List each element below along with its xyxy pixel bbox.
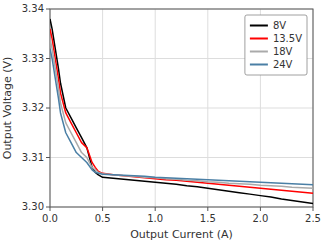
tick-label: 1.0: [147, 213, 163, 224]
legend-label: 18V: [273, 46, 293, 57]
chart: 3.30 3.31 3.32 3.33 3.34 0.0 0.5 1.0 1.5 2.0 2.5 Ou…: [0, 0, 325, 243]
legend: 8V 13.5V 18V 24V: [245, 15, 307, 75]
tick-label: 3.32: [22, 102, 44, 113]
plot-frame: [50, 9, 313, 207]
tick-label: 1.5: [200, 213, 216, 224]
legend-box: [245, 15, 307, 75]
tick-label: 3.31: [22, 152, 44, 163]
series-line: [50, 49, 313, 185]
tick-mark: [102, 207, 103, 211]
tick-mark: [46, 58, 50, 59]
tick-mark: [46, 9, 50, 10]
tick-mark: [313, 207, 314, 211]
legend-swatch: [250, 25, 268, 27]
legend-swatch: [250, 64, 268, 66]
grid-line: [207, 9, 208, 207]
tick-label: 3.34: [22, 3, 44, 14]
tick-mark: [50, 207, 51, 211]
axes: 3.30 3.31 3.32 3.33 3.34 0.0 0.5 1.0 1.5 2.0 2.5: [22, 3, 321, 224]
tick-mark: [46, 207, 50, 208]
legend-label: 8V: [273, 20, 286, 31]
tick-label: 3.33: [22, 53, 44, 64]
tick-label: 0.0: [42, 213, 58, 224]
series-line: [50, 29, 313, 193]
grid-line: [50, 108, 313, 109]
y-axis-label: Output Voltage (V): [1, 57, 14, 160]
legend-swatch: [250, 51, 268, 53]
legend-label: 24V: [273, 59, 293, 70]
tick-label: 2.5: [305, 213, 321, 224]
legend-swatch: [250, 38, 268, 40]
tick-label: 0.5: [95, 213, 111, 224]
legend-label: 13.5V: [273, 33, 302, 44]
tick-mark: [207, 207, 208, 211]
tick-label: 3.30: [22, 201, 44, 212]
tick-mark: [155, 207, 156, 211]
grid: [50, 9, 313, 207]
x-axis-label: Output Current (A): [130, 228, 233, 241]
tick-mark: [46, 108, 50, 109]
series-line: [50, 39, 313, 188]
tick-mark: [260, 207, 261, 211]
series-line: [50, 19, 313, 204]
tick-mark: [46, 157, 50, 158]
tick-label: 2.0: [252, 213, 268, 224]
series-group: [50, 19, 313, 204]
